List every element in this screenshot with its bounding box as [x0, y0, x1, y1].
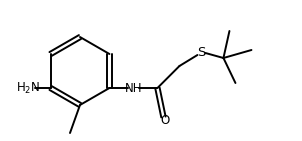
- Text: O: O: [161, 114, 170, 127]
- Text: S: S: [197, 46, 206, 59]
- Text: $\mathregular{H_2N}$: $\mathregular{H_2N}$: [17, 81, 41, 96]
- Text: NH: NH: [125, 81, 142, 94]
